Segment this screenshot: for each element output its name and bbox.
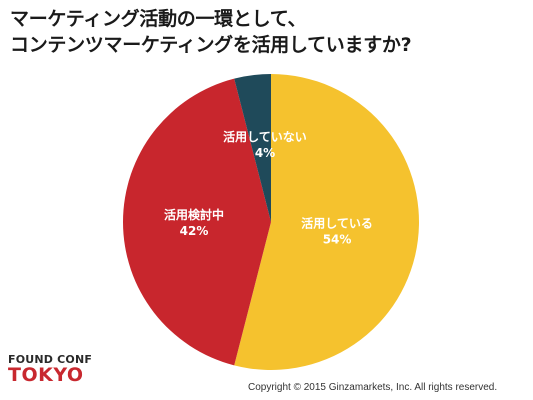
pie-category-label-1: 活用している	[301, 215, 373, 230]
pie-slice-1	[234, 74, 419, 370]
pie-category-label-3: 活用していない	[223, 129, 307, 144]
chart-title-line-1: マーケティング活動の一環として、	[10, 8, 307, 30]
copyright-notice: Copyright © 2015 Ginzamarkets, Inc. All …	[248, 382, 498, 393]
pie-value-label-1: 54%	[323, 232, 352, 246]
chart-title: マーケティング活動の一環として、 コンテンツマーケティングを活用していますか?	[10, 6, 530, 58]
found-conf-tokyo-logo: FOUND CONF TOKYO	[8, 354, 92, 385]
pie-value-label-3: 4%	[255, 146, 275, 160]
logo-line-1: FOUND CONF	[8, 353, 93, 366]
logo-line-2: TOKYO	[8, 364, 84, 386]
pie-slice-label-3: 活用していない 4%	[223, 129, 307, 160]
pie-category-label-2: 活用検討中	[164, 207, 224, 222]
pie-value-label-2: 42%	[180, 224, 209, 238]
chart-title-line-2: コンテンツマーケティングを活用していますか?	[10, 34, 412, 56]
pie-slice-label-1: 活用している 54%	[301, 215, 373, 246]
pie-slice-2	[122, 78, 272, 366]
pie-slice-label-2: 活用検討中 42%	[164, 207, 224, 238]
pie-slice-3	[234, 74, 271, 222]
